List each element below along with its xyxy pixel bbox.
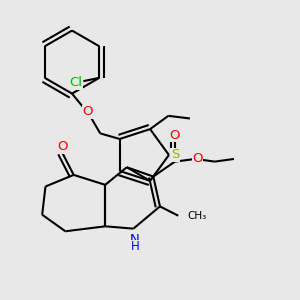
Text: N: N (130, 233, 140, 246)
Text: O: O (83, 105, 93, 118)
Text: O: O (169, 129, 180, 142)
Text: S: S (171, 148, 179, 161)
Text: H: H (131, 240, 140, 254)
Text: O: O (57, 140, 67, 153)
Text: CH₃: CH₃ (188, 211, 207, 221)
Text: O: O (192, 152, 203, 166)
Text: Cl: Cl (70, 76, 83, 89)
